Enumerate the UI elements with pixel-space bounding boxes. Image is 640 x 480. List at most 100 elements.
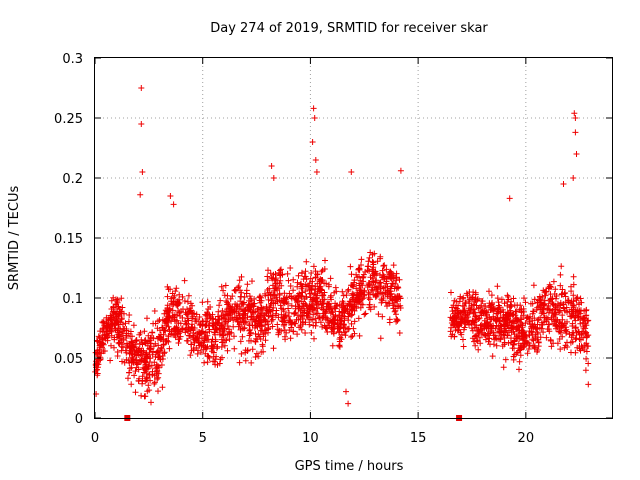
data-point (212, 326, 219, 333)
data-point (472, 342, 479, 349)
data-point (380, 271, 387, 278)
data-point (156, 353, 162, 360)
data-point (257, 336, 264, 342)
data-point (96, 338, 103, 345)
data-point (288, 295, 295, 302)
data-point (397, 305, 404, 311)
data-point (319, 323, 326, 330)
data-point (128, 381, 135, 388)
data-point (237, 293, 244, 300)
data-point (470, 308, 477, 315)
data-point (155, 354, 162, 361)
data-point (107, 357, 114, 364)
data-point (562, 307, 568, 314)
data-point (513, 335, 519, 342)
data-point (528, 329, 535, 336)
data-point (185, 292, 192, 299)
data-point (185, 310, 192, 317)
data-point (549, 300, 556, 307)
data-point (548, 295, 555, 302)
data-point (132, 368, 139, 375)
data-point (513, 314, 520, 321)
data-point (397, 167, 404, 174)
data-point (154, 376, 161, 382)
data-point (155, 388, 161, 395)
data-point (265, 325, 272, 332)
data-point (158, 362, 165, 368)
data-point (307, 275, 314, 282)
data-point (339, 288, 346, 295)
data-point (196, 314, 203, 320)
data-point (262, 337, 269, 344)
data-point (457, 319, 464, 326)
data-point (202, 329, 209, 336)
data-point (220, 332, 227, 339)
data-point (294, 331, 301, 338)
data-point (351, 318, 358, 325)
data-point (173, 301, 180, 308)
data-point (295, 272, 302, 279)
data-point (494, 306, 501, 313)
data-point (144, 315, 150, 322)
data-point (111, 317, 118, 324)
data-point (371, 250, 378, 257)
x-tick-label: 10 (302, 431, 319, 446)
data-point (233, 316, 240, 323)
data-point (142, 359, 149, 366)
data-point (168, 328, 175, 335)
data-point (169, 307, 176, 314)
data-point (379, 313, 386, 320)
data-point (165, 333, 172, 340)
data-point (474, 338, 481, 345)
data-point (270, 345, 277, 352)
data-point (510, 295, 517, 302)
data-point (159, 356, 166, 362)
data-point (358, 262, 364, 268)
data-point (563, 328, 570, 335)
data-point (332, 300, 339, 307)
data-point (584, 333, 590, 340)
data-point (320, 306, 327, 313)
data-point (265, 267, 271, 274)
data-point (165, 286, 172, 293)
data-point (579, 328, 586, 335)
data-point (393, 316, 400, 322)
data-point (581, 314, 588, 321)
data-point (278, 305, 285, 312)
data-point (189, 321, 195, 328)
data-point (216, 302, 223, 309)
data-point (365, 258, 372, 265)
data-point (389, 280, 396, 287)
data-point (290, 276, 297, 283)
data-point (118, 310, 125, 317)
data-point (328, 318, 335, 325)
data-point (569, 329, 576, 336)
data-point (463, 290, 470, 297)
data-point (231, 345, 238, 352)
data-point (332, 284, 339, 291)
data-point (182, 326, 189, 333)
data-point (311, 115, 318, 121)
data-point (137, 351, 144, 358)
data-point (497, 309, 504, 316)
data-point (225, 316, 232, 323)
data-point (366, 268, 373, 275)
data-point (494, 283, 501, 290)
data-point (516, 366, 522, 373)
data-point (159, 384, 166, 391)
data-point (496, 330, 503, 336)
data-point (507, 301, 514, 308)
data-point (155, 374, 162, 381)
data-point (319, 301, 326, 308)
data-point (138, 356, 145, 363)
data-point (123, 326, 130, 332)
data-point (221, 327, 228, 333)
data-point (145, 382, 152, 389)
data-point (501, 300, 508, 307)
data-point (389, 296, 396, 303)
data-point (207, 313, 213, 320)
data-point (234, 303, 241, 310)
data-point (226, 336, 233, 343)
data-point (99, 340, 106, 347)
data-point (369, 258, 376, 265)
